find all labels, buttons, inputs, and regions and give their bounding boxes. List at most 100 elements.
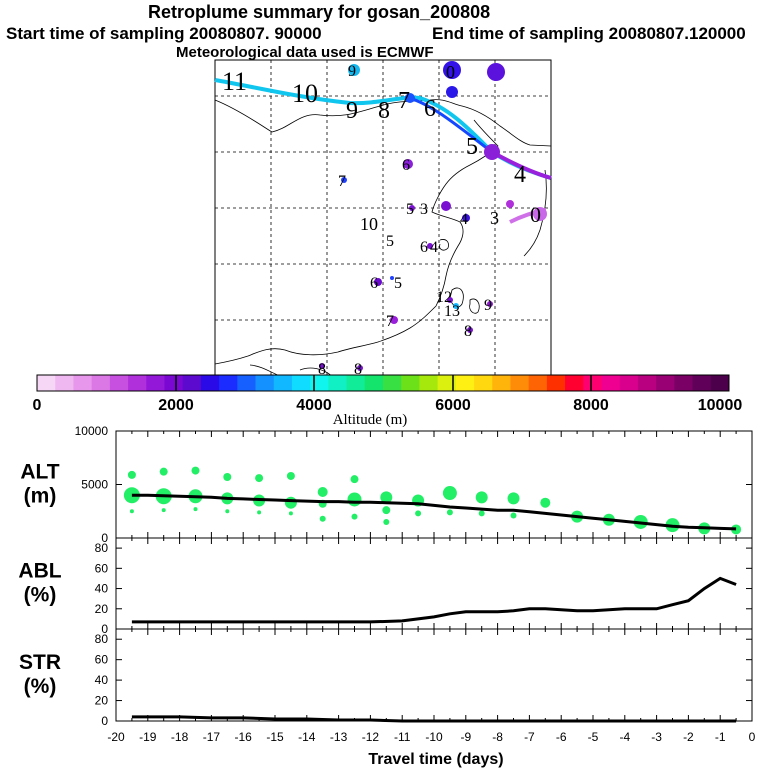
colorbar-cell [200, 375, 220, 391]
x-tick-label: -19 [139, 730, 157, 744]
colorbar-cell [310, 375, 329, 391]
x-tick-label: -7 [524, 730, 535, 744]
map-day-label: 7 [386, 313, 394, 330]
plume-point [383, 518, 390, 525]
traj-marker [427, 243, 433, 249]
traj-marker [390, 316, 398, 324]
colorbar-cell [619, 375, 639, 391]
x-tick-label: -1 [715, 730, 726, 744]
series-line [131, 576, 737, 624]
panel-altitude: 10000 5000 0 ALT(m) [20, 424, 753, 545]
x-axis-title: Travel time (days) [368, 751, 503, 768]
colorbar-cell [73, 375, 93, 391]
y-tick-label: 0 [101, 714, 108, 728]
series-line [131, 493, 737, 531]
colorbar-cell [546, 375, 566, 391]
map-day-label: 6 [420, 239, 428, 256]
y-axis-title: (%) [24, 584, 57, 607]
x-tick-label: -5 [588, 730, 599, 744]
x-tick-label: -20 [107, 730, 125, 744]
map-day-label: 8 [318, 361, 326, 378]
end-time-label: End time of sampling 20080807.120000 [432, 24, 746, 43]
traj-marker [447, 297, 453, 303]
colorbar-cell [37, 375, 56, 391]
colorbar-cell [437, 375, 457, 391]
plume-point [350, 475, 359, 484]
traj-marker [341, 177, 347, 183]
y-axis-title: (m) [24, 485, 57, 508]
map-day-label: 5 [394, 275, 402, 292]
y-tick-label: 60 [95, 561, 109, 575]
map-grid [215, 60, 551, 376]
y-tick-label: 0 [101, 531, 108, 545]
colorbar-tick-label: 8000 [573, 397, 609, 414]
plume-point [380, 491, 393, 504]
traj-marker [403, 159, 413, 169]
plume-point [286, 471, 295, 480]
colorbar-cell [528, 375, 548, 391]
colorbar-cell [601, 375, 621, 391]
plume-point [507, 492, 520, 505]
x-tick-label: -12 [362, 730, 380, 744]
plume-point [351, 513, 358, 520]
x-tick-label: -17 [203, 730, 221, 744]
colorbar-tick-label: 0 [33, 397, 42, 414]
y-tick-label: 10000 [75, 424, 109, 438]
plume-point [446, 509, 453, 516]
plume-point [288, 511, 293, 516]
colorbar-frame [36, 374, 730, 392]
map-day-label: 6 [402, 157, 410, 174]
plume-point [319, 515, 326, 522]
plume-point [191, 466, 200, 475]
colorbar-title: Altitude (m) [333, 412, 408, 428]
traj-marker [462, 214, 470, 222]
y-tick-label: 40 [95, 582, 109, 596]
map-day-label: 8 [464, 323, 472, 340]
traj-marker [484, 144, 500, 160]
x-tick-label: -16 [235, 730, 253, 744]
map-day-label: 4 [460, 211, 468, 228]
map-day-label: 11 [222, 67, 247, 96]
plume-point [478, 510, 485, 517]
plume-point [442, 486, 457, 501]
y-tick-label: 0 [101, 622, 108, 636]
traj-marker [487, 63, 505, 81]
x-tick-label: 0 [749, 730, 756, 744]
plume-point [161, 508, 166, 513]
map-day-label: 4 [430, 239, 438, 256]
y-axis-title: (%) [24, 675, 57, 698]
x-tick-label: -13 [330, 730, 348, 744]
plume-point [257, 510, 262, 515]
colorbar-cell [401, 375, 420, 391]
colorbar-cell [656, 375, 675, 391]
y-tick-label: 5000 [81, 478, 108, 492]
altitude-colorbar: 0 2000 4000 6000 8000 10000 Altitude (m) [33, 374, 742, 428]
colorbar-cell [109, 375, 129, 391]
colorbar-cell [419, 375, 439, 391]
traj-marker [405, 93, 415, 103]
traj-marker [443, 61, 461, 79]
plume-point [347, 492, 362, 507]
colorbar-cell [383, 375, 402, 391]
x-tick-label: -15 [266, 730, 284, 744]
plume-point [317, 486, 328, 497]
panel-frame [115, 628, 753, 722]
series-line [131, 715, 737, 723]
colorbar-cell [219, 375, 238, 391]
colorbar-tick-label: 6000 [435, 397, 471, 414]
plume-point [731, 524, 742, 535]
panel-frame [115, 430, 753, 539]
y-tick-label: 20 [95, 602, 109, 616]
traj-marker [357, 365, 363, 371]
colorbar-cell [674, 375, 693, 391]
chart-title: Retroplume summary for gosan_200808 [148, 2, 491, 22]
x-tick-label: -8 [492, 730, 503, 744]
colorbar-cells [37, 375, 730, 391]
map-day-label: 0 [530, 202, 541, 227]
colorbar-cell [237, 375, 256, 391]
y-tick-label: 80 [95, 632, 109, 646]
map-day-label: 5 [386, 233, 394, 250]
colorbar-cell [328, 375, 347, 391]
